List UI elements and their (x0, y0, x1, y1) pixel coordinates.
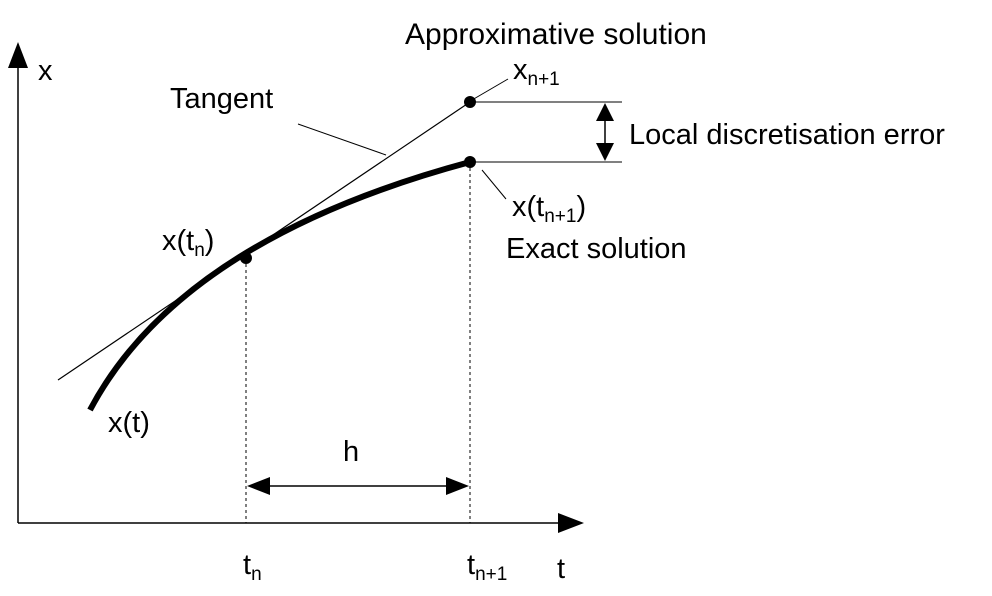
h-arrow-left (247, 477, 270, 495)
tangent-label: Tangent (170, 83, 273, 115)
xtn-suffix: ) (205, 225, 215, 257)
xtn-prefix: x(t (162, 225, 194, 257)
y-axis-label: x (38, 55, 53, 87)
x-axis-label: t (557, 553, 565, 585)
exact-solution-label: Exact solution (506, 233, 687, 265)
x-axis-arrow (558, 513, 584, 533)
h-label: h (343, 436, 359, 468)
xtnp1-prefix: x(t (512, 191, 544, 223)
h-arrow-right (446, 477, 469, 495)
xtnp1-suffix: ) (576, 191, 586, 223)
tnp1-label: tn+1 (467, 549, 507, 585)
xnp1-subscript: n+1 (528, 69, 560, 90)
xtn-label: x(tn) (162, 225, 214, 261)
tnp1-subscript: n+1 (475, 564, 507, 585)
error-arrow-up (596, 103, 614, 121)
tn-subscript: n (251, 564, 262, 585)
tnp1-base: t (467, 549, 475, 581)
xtnp1-label: x(tn+1) (512, 191, 586, 227)
xnp1-leader-line (471, 78, 509, 101)
xtnp1-subscript: n+1 (544, 206, 576, 227)
xtnp1-leader-line (481, 169, 507, 200)
xnp1-base: x (513, 54, 528, 86)
point-x-tn (240, 252, 252, 264)
error-arrow-down (596, 143, 614, 161)
y-axis-arrow (8, 42, 28, 68)
approx-solution-label: Approximative solution (405, 18, 707, 51)
xtn-subscript: n (194, 240, 205, 261)
exact-solution-curve (87, 159, 471, 412)
tn-base: t (243, 549, 251, 581)
curve-label: x(t) (108, 407, 150, 439)
axes (8, 42, 584, 533)
local-error-label: Local discretisation error (629, 119, 945, 151)
xnp1-label: xn+1 (513, 54, 560, 90)
tangent-leader-line (297, 123, 387, 156)
tn-label: tn (243, 549, 262, 585)
